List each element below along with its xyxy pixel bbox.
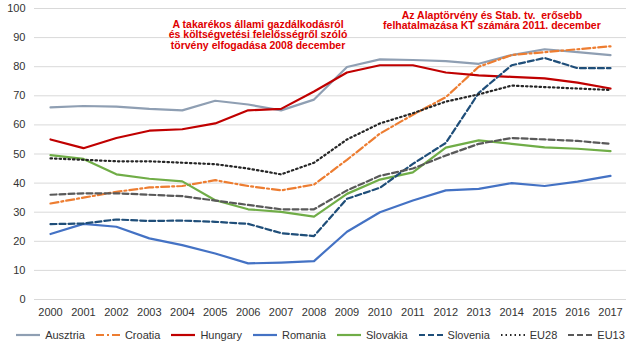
svg-text:2014: 2014 xyxy=(499,306,523,318)
html-text:Slovenia: Slovenia xyxy=(447,329,490,341)
svg-text:2001: 2001 xyxy=(71,306,95,318)
svg-text:100: 100 xyxy=(7,2,25,14)
svg-text:A takarékos állami gazdálkodás: A takarékos állami gazdálkodásrólés költ… xyxy=(169,18,348,51)
svg-text:2012: 2012 xyxy=(434,306,458,318)
html-text:Croatia: Croatia xyxy=(124,329,161,341)
svg-text:30: 30 xyxy=(13,206,25,218)
svg-text:2004: 2004 xyxy=(170,306,194,318)
html-text:Hungary: Hungary xyxy=(200,329,242,341)
html-text:Slovakia: Slovakia xyxy=(366,329,408,341)
svg-text:2013: 2013 xyxy=(466,306,490,318)
svg-text:0: 0 xyxy=(19,293,25,305)
svg-text:40: 40 xyxy=(13,177,25,189)
html-text:Ausztria: Ausztria xyxy=(45,329,85,341)
svg-text:2008: 2008 xyxy=(302,306,326,318)
html-text:EU13: EU13 xyxy=(597,329,625,341)
svg-text:70: 70 xyxy=(13,89,25,101)
svg-text:2007: 2007 xyxy=(269,306,293,318)
svg-text:50: 50 xyxy=(13,148,25,160)
html-text:Romania: Romania xyxy=(282,329,326,341)
svg-text:2000: 2000 xyxy=(38,306,62,318)
svg-text:2017: 2017 xyxy=(598,306,622,318)
svg-text:90: 90 xyxy=(13,31,25,43)
html-text:EU28: EU28 xyxy=(529,329,558,341)
svg-text:2009: 2009 xyxy=(335,306,359,318)
svg-text:2002: 2002 xyxy=(104,306,128,318)
svg-text:80: 80 xyxy=(13,60,25,72)
svg-text:2015: 2015 xyxy=(532,306,556,318)
svg-text:2005: 2005 xyxy=(203,306,227,318)
svg-text:2011: 2011 xyxy=(401,306,425,318)
svg-text:2003: 2003 xyxy=(137,306,161,318)
svg-text:20: 20 xyxy=(13,235,25,247)
svg-text:60: 60 xyxy=(13,118,25,130)
svg-text:2016: 2016 xyxy=(565,306,589,318)
svg-text:2006: 2006 xyxy=(236,306,260,318)
svg-text:Az Alaptörvény és Stab. tv. e: Az Alaptörvény és Stab. tv. erősebbfelha… xyxy=(383,9,601,32)
svg-text:10: 10 xyxy=(13,264,25,276)
svg-text:2010: 2010 xyxy=(368,306,392,318)
